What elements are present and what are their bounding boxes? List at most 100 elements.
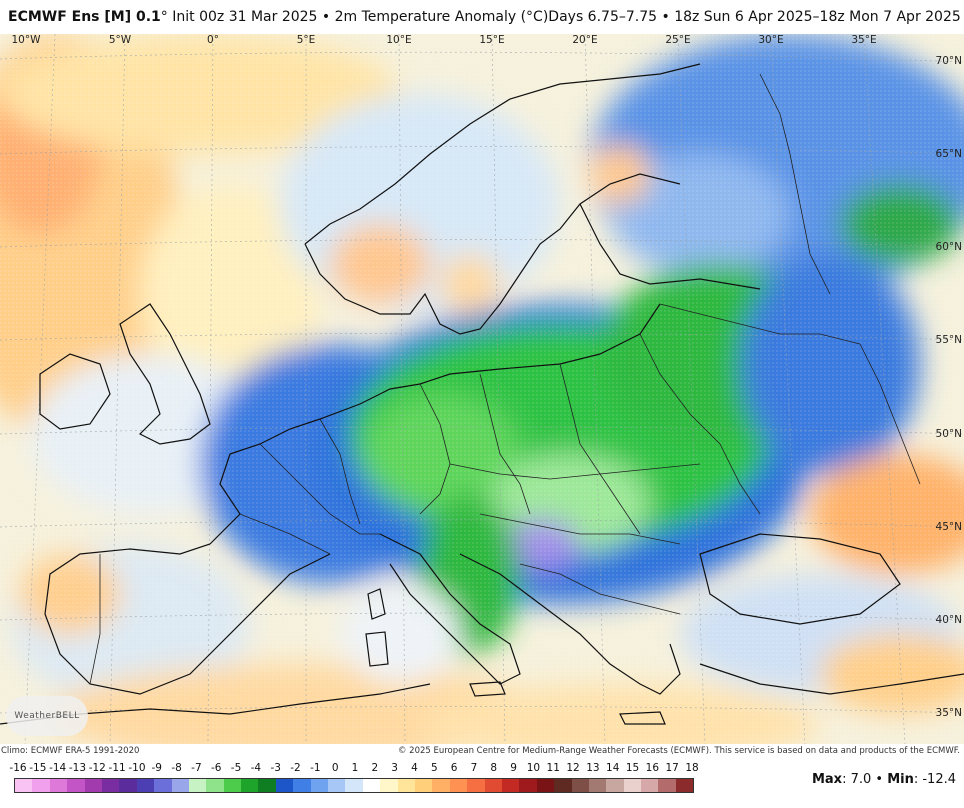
- legend-swatch: [501, 779, 520, 792]
- legend-tick-label: 17: [665, 762, 679, 774]
- legend-swatch: [171, 779, 189, 792]
- legend-swatch: [414, 779, 433, 792]
- copyright-text: © 2025 European Centre for Medium-Range …: [397, 746, 960, 756]
- legend-swatch: [49, 779, 68, 792]
- legend-swatch: [241, 779, 259, 792]
- lon-label: 10°W: [11, 34, 41, 46]
- legend-tick-label: 13: [586, 762, 600, 774]
- legend-tick-label: -16: [9, 762, 27, 774]
- legend-tick-label: -1: [310, 762, 321, 774]
- legend-swatch: [275, 779, 294, 792]
- lat-label: 70°N: [935, 55, 962, 67]
- lon-label: 5°W: [108, 34, 132, 46]
- anomaly-map[interactable]: 10°W 5°W 0° 5°E 10°E 15°E 20°E 25°E 30°E…: [0, 34, 964, 744]
- legend-swatch: [484, 779, 502, 792]
- legend-tick-label: 7: [470, 762, 478, 774]
- lon-label: 30°E: [758, 34, 784, 46]
- legend-swatch: [588, 779, 607, 792]
- legend-swatch: [119, 779, 137, 792]
- lon-label: 0°: [207, 34, 219, 46]
- legend-tick-label: 3: [391, 762, 398, 774]
- legend-swatch: [606, 779, 624, 792]
- legend-swatch: [536, 779, 555, 792]
- legend-swatch: [32, 779, 50, 792]
- init-time: ° Init 00z 31 Mar 2025 • 2m Temperature …: [160, 9, 549, 25]
- legend-tick-label: -8: [171, 762, 182, 774]
- legend-tick-label: -10: [128, 762, 146, 774]
- valid-period: Days 6.75–7.75 • 18z Sun 6 Apr 2025–18z …: [548, 9, 961, 25]
- legend-swatch: [293, 779, 311, 792]
- legend-tick-label: -12: [88, 762, 106, 774]
- lat-label: 40°N: [935, 614, 962, 626]
- legend-swatch: [84, 779, 102, 792]
- legend-colorbar: [14, 778, 694, 793]
- min-value: : -12.4: [913, 772, 956, 787]
- legend-swatch: [658, 779, 676, 792]
- legend-tick-label: 1: [351, 762, 359, 774]
- legend-swatch: [223, 779, 242, 792]
- legend-swatch: [432, 779, 450, 792]
- min-label: Min: [887, 772, 914, 787]
- model-name: ECMWF Ens [M] 0.1: [8, 9, 161, 25]
- legend-tick-label: -4: [250, 762, 262, 774]
- legend-labels: -16 -15 -14 -13 -12 -11 -10 -9 -8 -7 -6 -5 -4 -3 -2 -1 0…: [0, 762, 700, 776]
- legend-tick-label: 8: [490, 762, 498, 774]
- max-label: Max: [811, 772, 843, 787]
- lat-label: 50°N: [935, 428, 962, 440]
- legend-tick-label: 2: [371, 762, 379, 774]
- legend-swatch: [258, 779, 276, 792]
- legend-swatch: [623, 779, 642, 792]
- legend-tick-label: 4: [411, 762, 418, 774]
- lon-label: 20°E: [572, 34, 598, 46]
- climo-text: Climo: ECMWF ERA-5 1991-2020: [1, 746, 140, 756]
- legend-tick-label: -14: [49, 762, 67, 774]
- legend-tick-label: 5: [430, 762, 438, 774]
- legend-tick-label: -9: [151, 762, 162, 774]
- lat-label: 55°N: [935, 334, 962, 346]
- legend-tick-label: -15: [29, 762, 47, 774]
- title-left: ECMWF Ens [M] 0.1° Init 00z 31 Mar 2025 …: [8, 9, 548, 25]
- legend-tick-label: 14: [606, 762, 620, 774]
- map-canvas: [0, 34, 964, 744]
- legend-tick-label: 6: [450, 762, 458, 774]
- coastlines: [0, 63, 964, 725]
- legend-swatch: [188, 779, 207, 792]
- weatherbell-logo: WeatherBELL: [6, 696, 88, 736]
- legend-swatch: [15, 779, 33, 792]
- legend-tick-label: -3: [270, 762, 281, 774]
- legend-swatch: [67, 779, 85, 792]
- legend-swatch: [206, 779, 224, 792]
- legend-tick-label: -2: [290, 762, 301, 774]
- legend-tick-label: 16: [645, 762, 660, 774]
- legend-swatch: [467, 779, 485, 792]
- legend-tick-label: -5: [230, 762, 242, 774]
- legend-swatch: [136, 779, 155, 792]
- lat-label: 60°N: [935, 241, 962, 253]
- legend-tick-label: 11: [546, 762, 560, 774]
- legend-swatch: [380, 779, 398, 792]
- legend-swatch: [362, 779, 381, 792]
- legend-tick-label: -6: [210, 762, 222, 774]
- footer-credits: Climo: ECMWF ERA-5 1991-2020 © 2025 Euro…: [0, 744, 964, 760]
- legend-swatch: [554, 779, 572, 792]
- legend-swatch: [641, 779, 659, 792]
- logo-text: WeatherBELL: [14, 711, 80, 721]
- lon-label: 15°E: [479, 34, 505, 46]
- legend-tick-label: -11: [108, 762, 126, 774]
- legend-tick-label: -7: [191, 762, 202, 774]
- lon-label: 5°E: [296, 34, 316, 46]
- lon-label: 10°E: [386, 34, 412, 46]
- legend-tick-label: 15: [625, 762, 640, 774]
- legend-tick-label: 18: [685, 762, 699, 774]
- title-bar: ECMWF Ens [M] 0.1° Init 00z 31 Mar 2025 …: [0, 0, 964, 34]
- legend-swatch: [675, 779, 694, 792]
- legend-swatch: [449, 779, 468, 792]
- legend-swatch: [519, 779, 537, 792]
- lon-label: 25°E: [665, 34, 691, 46]
- legend-tick-label: 9: [510, 762, 517, 774]
- legend-swatch: [328, 779, 346, 792]
- lat-label: 35°N: [935, 707, 962, 719]
- legend-swatch: [571, 779, 589, 792]
- legend-swatch: [101, 779, 120, 792]
- legend-swatch: [310, 779, 329, 792]
